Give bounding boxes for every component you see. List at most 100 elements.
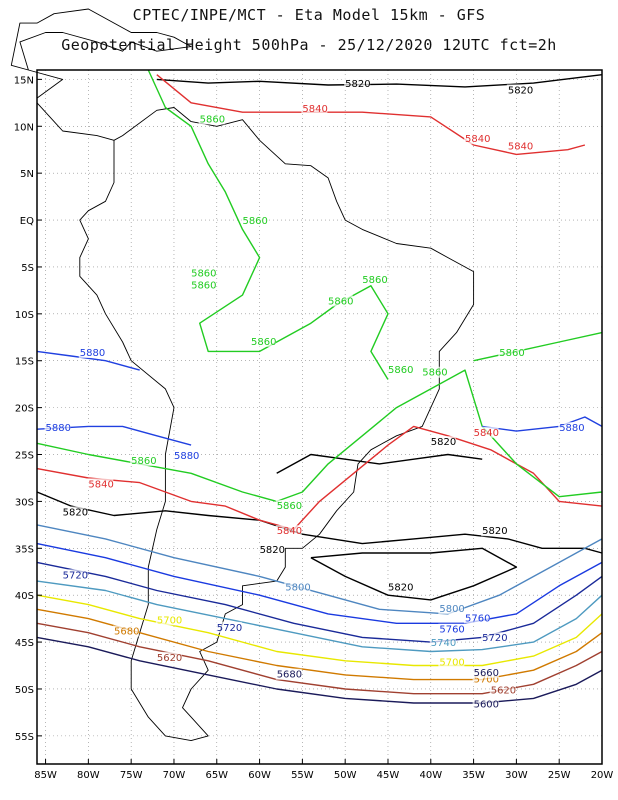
contour-label-bg xyxy=(429,436,456,448)
contour-label-bg xyxy=(87,478,114,490)
contour-label-bg xyxy=(481,632,508,644)
contour-label: 5720 xyxy=(217,623,242,634)
contour-label: 5820 xyxy=(508,85,533,96)
contour-label: 5740 xyxy=(431,638,456,649)
lon-tick-label: 55W xyxy=(291,770,314,781)
contour-label: 5800 xyxy=(439,604,464,615)
contour-5660 xyxy=(36,622,603,695)
contour-label-bg xyxy=(472,698,499,710)
contour-label-bg xyxy=(130,454,157,466)
contour-label-bg xyxy=(421,366,448,378)
contour-label-bg xyxy=(344,77,371,89)
contour-label: 5820 xyxy=(260,545,285,556)
contour-label: 5600 xyxy=(474,700,499,711)
lat-tick-label: 30S xyxy=(15,497,34,508)
contour-label: 5840 xyxy=(88,479,113,490)
contour-label: 5800 xyxy=(285,583,310,594)
lon-tick-label: 65W xyxy=(205,770,228,781)
contour-label: 5840 xyxy=(508,142,533,153)
contour-5820 xyxy=(310,547,518,601)
contour-5700 xyxy=(36,594,603,667)
contour-label: 5860 xyxy=(191,268,216,279)
contour-5800 xyxy=(36,524,603,615)
contour-label-bg xyxy=(250,335,277,347)
contour-label-bg xyxy=(472,666,499,678)
contour-label: 5700 xyxy=(157,615,182,626)
contour-label-bg xyxy=(472,426,499,438)
map-frame xyxy=(36,69,603,765)
contour-label-bg xyxy=(438,623,465,635)
contour-labels: 5820 5820 5820 5820 5820 5820 5820 5840 5840 5840… xyxy=(44,77,585,711)
contour-label-bg xyxy=(429,636,456,648)
contour-label-bg xyxy=(215,621,242,633)
lon-tick-label: 20W xyxy=(591,770,614,781)
lon-tick-label: 40W xyxy=(419,770,442,781)
contour-label-bg xyxy=(61,569,88,581)
contour-label-bg xyxy=(113,625,140,637)
contour-label-bg xyxy=(327,295,354,307)
contour-label-bg xyxy=(498,347,525,359)
contour-label: 5680 xyxy=(277,670,302,681)
contour-label: 5820 xyxy=(482,526,507,537)
contour-5860 xyxy=(473,331,603,362)
contour-5820 xyxy=(276,453,483,474)
contour-label: 5840 xyxy=(302,104,327,115)
contour-label-bg xyxy=(241,214,268,226)
contour-label-bg xyxy=(506,140,533,152)
contour-5820 xyxy=(36,491,603,554)
contour-label: 5700 xyxy=(439,658,464,669)
lat-tick-label: 55S xyxy=(15,732,34,743)
lon-tick-label: 25W xyxy=(548,770,571,781)
contour-label-bg xyxy=(438,656,465,668)
lat-tick-label: 5N xyxy=(20,169,34,180)
lat-tick-label: 35S xyxy=(15,544,34,555)
contour-label: 5860 xyxy=(251,337,276,348)
lat-tick-label: 10N xyxy=(14,122,34,133)
contour-label: 5820 xyxy=(63,507,88,518)
lon-tick-label: 70W xyxy=(163,770,186,781)
lon-tick-label: 45W xyxy=(377,770,400,781)
contour-5840 xyxy=(156,74,586,156)
contour-label: 5860 xyxy=(131,456,156,467)
contour-5880 xyxy=(36,425,192,446)
contour-label-bg xyxy=(190,279,217,291)
map-title-line2: Geopotential Height 500hPa - 25/12/2020 … xyxy=(61,36,557,54)
contour-label: 5840 xyxy=(474,428,499,439)
contour-label: 5620 xyxy=(491,686,516,697)
contour-label-bg xyxy=(198,113,225,125)
contour-label-bg xyxy=(258,543,285,555)
contour-label: 5860 xyxy=(388,365,413,376)
lon-tick-label: 60W xyxy=(248,770,271,781)
contour-label: 5820 xyxy=(388,583,413,594)
contour-label-bg xyxy=(275,668,302,680)
contour-label-bg xyxy=(284,581,311,593)
contour-5760 xyxy=(36,542,603,624)
lon-tick-label: 80W xyxy=(77,770,100,781)
contour-label: 5860 xyxy=(242,216,267,227)
contour-label: 5660 xyxy=(474,668,499,679)
contour-label-bg xyxy=(155,614,182,626)
contour-5740 xyxy=(36,580,603,653)
contour-label: 5680 xyxy=(114,627,139,638)
contour-lines xyxy=(36,69,603,704)
contour-label: 5760 xyxy=(439,625,464,636)
contour-label: 5860 xyxy=(277,501,302,512)
lon-tick-label: 75W xyxy=(120,770,143,781)
contour-label-bg xyxy=(361,273,388,285)
contour-label-bg xyxy=(44,422,71,434)
contour-5860 xyxy=(147,69,389,380)
south-america-coastline xyxy=(79,107,475,742)
contour-5640 xyxy=(36,636,603,704)
lat-tick-label: 15S xyxy=(15,357,34,368)
contour-5820 xyxy=(156,74,603,88)
contour-label-bg xyxy=(481,525,508,537)
contour-5840 xyxy=(36,425,603,531)
contour-label: 5860 xyxy=(191,281,216,292)
contour-label: 5840 xyxy=(277,526,302,537)
contour-label: 5700 xyxy=(474,674,499,685)
lon-tick-label: 85W xyxy=(34,770,57,781)
contour-label-bg xyxy=(438,603,465,615)
lat-tick-label: 10S xyxy=(15,310,34,321)
contour-label-bg xyxy=(464,133,491,145)
